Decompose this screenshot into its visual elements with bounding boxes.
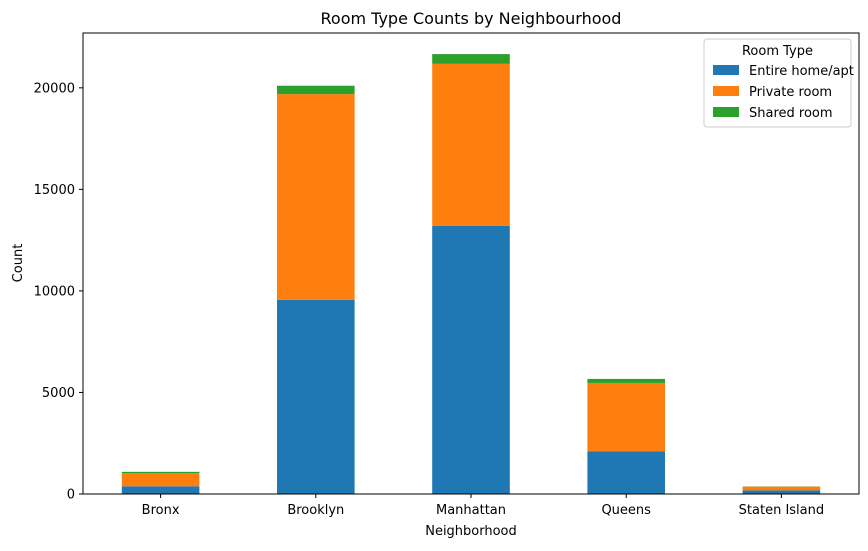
- bar-bronx-shared-room: [122, 472, 200, 473]
- bar-queens-entire-home-apt: [587, 451, 665, 494]
- legend-label: Private room: [749, 85, 832, 100]
- y-tick-label: 15000: [34, 183, 75, 198]
- legend-label: Shared room: [749, 106, 833, 121]
- y-tick-label: 5000: [42, 386, 75, 401]
- y-tick-label: 0: [67, 488, 75, 503]
- legend-swatch: [713, 86, 739, 96]
- x-tick-label: Staten Island: [739, 503, 824, 518]
- bar-staten-island-entire-home-apt: [743, 490, 821, 494]
- y-tick-label: 10000: [34, 284, 75, 299]
- chart-title: Room Type Counts by Neighbourhood: [321, 9, 622, 28]
- y-axis: 0 5000 10000 15000 20000: [34, 81, 83, 502]
- bar-brooklyn-entire-home-apt: [277, 300, 355, 494]
- x-axis-label: Neighborhood: [425, 524, 517, 539]
- bar-staten-island-private-room: [743, 487, 821, 491]
- y-tick-label: 20000: [34, 81, 75, 96]
- bar-queens-private-room: [587, 383, 665, 451]
- x-axis: Bronx Brooklyn Manhattan Queens Staten Islan…: [142, 494, 824, 518]
- bar-brooklyn-private-room: [277, 94, 355, 300]
- x-tick-label: Bronx: [142, 503, 180, 518]
- x-tick-label: Brooklyn: [287, 503, 344, 518]
- bar-bronx-entire-home-apt: [122, 486, 200, 494]
- legend-swatch: [713, 65, 739, 75]
- legend-title: Room Type: [742, 44, 813, 59]
- bar-brooklyn-shared-room: [277, 86, 355, 94]
- y-axis-label: Count: [11, 244, 26, 283]
- legend-label: Entire home/apt: [749, 64, 854, 79]
- x-tick-label: Queens: [601, 503, 651, 518]
- x-tick-label: Manhattan: [436, 503, 506, 518]
- legend-swatch: [713, 107, 739, 117]
- bar-manhattan-entire-home-apt: [432, 226, 510, 494]
- bar-bronx-private-room: [122, 473, 200, 486]
- bar-queens-shared-room: [587, 379, 665, 383]
- bar-manhattan-shared-room: [432, 54, 510, 64]
- legend: Room Type Entire home/apt Private room Shar…: [704, 39, 854, 127]
- bar-manhattan-private-room: [432, 64, 510, 226]
